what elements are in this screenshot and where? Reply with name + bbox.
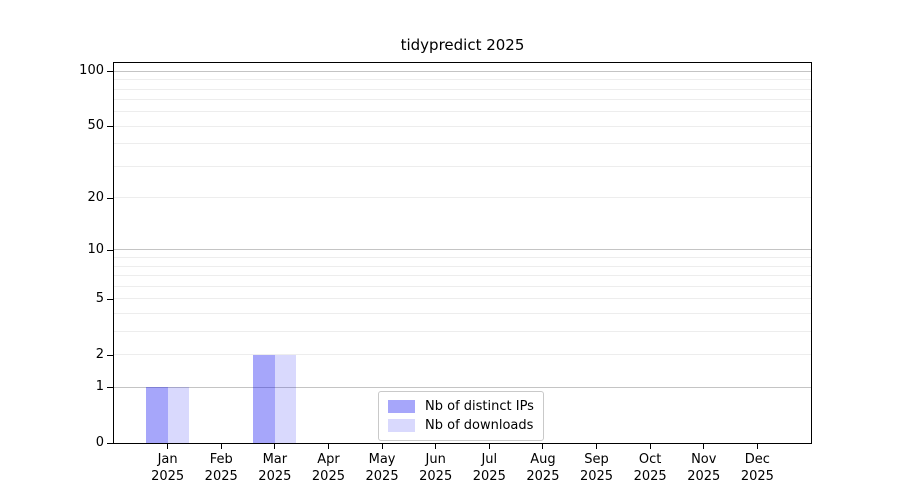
y-axis-tick-label: 5 <box>95 290 104 306</box>
bar-nb-of-downloads <box>274 354 297 443</box>
year-label: 2025 <box>311 469 345 484</box>
y-axis-tick <box>107 249 113 251</box>
x-axis-tick-label: Oct 2025 <box>618 451 682 485</box>
x-axis-tick <box>703 443 705 449</box>
month-label: Sep <box>584 452 609 467</box>
year-label: 2025 <box>633 469 667 484</box>
year-label: 2025 <box>740 469 774 484</box>
x-axis-tick <box>756 443 758 449</box>
x-axis-tick <box>274 443 276 449</box>
x-axis-tick-label: Dec 2025 <box>725 451 789 485</box>
month-label: Jun <box>425 452 446 467</box>
legend: Nb of distinct IPs Nb of downloads <box>378 391 544 441</box>
month-label: Aug <box>530 452 556 467</box>
gridline-minor <box>114 166 811 167</box>
month-label: Jul <box>481 452 498 467</box>
y-axis-tick-label: 20 <box>87 189 104 205</box>
y-axis-tick <box>107 197 113 199</box>
month-label: Nov <box>691 452 717 467</box>
y-axis-tick <box>107 387 113 389</box>
x-axis-tick-label: Nov 2025 <box>672 451 736 485</box>
legend-swatch-icon <box>388 419 415 432</box>
gridline-minor <box>114 99 811 100</box>
year-label: 2025 <box>579 469 614 484</box>
y-axis-tick-label: 0 <box>95 435 104 450</box>
bar-nb-of-downloads <box>167 387 190 443</box>
gridline-minor <box>114 275 811 276</box>
x-axis-tick <box>542 443 544 449</box>
gridline-minor <box>114 126 811 127</box>
month-label: Dec <box>744 452 770 467</box>
year-label: 2025 <box>258 469 292 484</box>
gridline-minor <box>114 197 811 198</box>
plot-area: 0 1 2 5 10 20 50 100 Jan 2025 Feb 2025 Mar 2025 Apr 202… <box>79 62 812 484</box>
gridline-minor <box>114 354 811 355</box>
gridline-minor <box>114 298 811 299</box>
month-label: May <box>368 452 396 467</box>
chart-title: tidypredict 2025 <box>400 36 525 54</box>
gridline-minor <box>114 89 811 90</box>
y-axis-tick-label: 1 <box>95 379 104 395</box>
y-axis-tick-label: 10 <box>87 241 104 257</box>
gridline-major <box>114 387 811 388</box>
month-label: Jan <box>157 452 178 467</box>
x-axis-tick <box>381 443 383 449</box>
x-axis-tick-label: May 2025 <box>350 451 414 485</box>
legend-swatch-icon <box>388 400 415 413</box>
x-axis-tick <box>488 443 490 449</box>
gridline-minor <box>114 79 811 80</box>
gridline-major <box>114 71 811 72</box>
x-axis-tick-label: Feb 2025 <box>189 451 253 485</box>
year-label: 2025 <box>151 469 185 484</box>
year-label: 2025 <box>365 469 399 484</box>
y-axis-tick <box>107 126 113 128</box>
legend-row: Nb of distinct IPs <box>388 397 534 416</box>
legend-label: Nb of distinct IPs <box>425 399 534 414</box>
y-axis-tick-label: 100 <box>79 63 104 79</box>
year-label: 2025 <box>526 469 560 484</box>
gridline-minor <box>114 111 811 112</box>
month-label: Feb <box>209 452 233 467</box>
x-axis-tick <box>435 443 437 449</box>
x-axis-tick-label: Jan 2025 <box>136 451 200 485</box>
x-axis-tick <box>220 443 222 449</box>
month-label: Apr <box>317 452 340 467</box>
y-axis-tick <box>107 354 113 356</box>
month-label: Mar <box>262 452 288 467</box>
gridline-minor <box>114 143 811 144</box>
x-axis-tick-label: Aug 2025 <box>511 451 575 485</box>
x-axis-tick-label: Apr 2025 <box>296 451 360 485</box>
month-label: Oct <box>638 452 662 467</box>
x-axis-tick <box>327 443 329 449</box>
y-axis-tick <box>107 71 113 73</box>
bar-nb-of-distinct-ips <box>253 354 275 443</box>
legend-label: Nb of downloads <box>425 418 534 433</box>
gridline-minor <box>114 313 811 314</box>
y-axis-tick-label: 50 <box>87 118 104 134</box>
bar-nb-of-distinct-ips <box>146 387 168 443</box>
x-axis-tick <box>596 443 598 449</box>
x-axis-tick <box>649 443 651 449</box>
year-label: 2025 <box>687 469 721 484</box>
gridline-minor <box>114 331 811 332</box>
x-axis-tick-label: Jun 2025 <box>404 451 468 485</box>
x-axis-tick-label: Sep 2025 <box>565 451 629 485</box>
legend-row: Nb of downloads <box>388 416 534 435</box>
gridline-minor <box>114 257 811 258</box>
y-axis-tick-label: 2 <box>95 346 104 362</box>
gridline-major <box>114 249 811 250</box>
x-axis-tick-label: Mar 2025 <box>243 451 307 485</box>
year-label: 2025 <box>419 469 453 484</box>
year-label: 2025 <box>204 469 238 484</box>
x-axis-tick-label: Jul 2025 <box>457 451 521 485</box>
y-axis-tick <box>107 443 113 444</box>
gridline-minor <box>114 266 811 267</box>
y-axis-tick <box>107 298 113 300</box>
year-label: 2025 <box>472 469 506 484</box>
gridline-minor <box>114 286 811 287</box>
x-axis-tick <box>167 443 169 449</box>
